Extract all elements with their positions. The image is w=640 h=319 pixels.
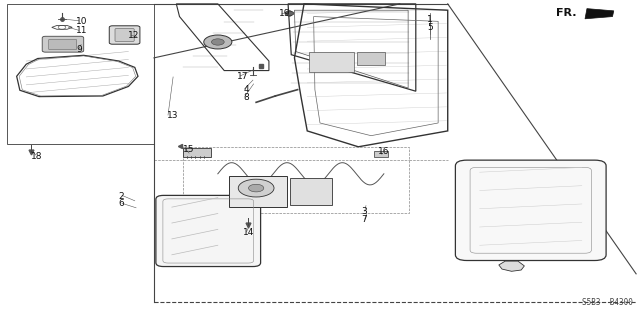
Text: FR.: FR. bbox=[556, 8, 577, 19]
Circle shape bbox=[238, 179, 274, 197]
Text: 12: 12 bbox=[129, 31, 140, 40]
FancyBboxPatch shape bbox=[115, 29, 134, 41]
FancyBboxPatch shape bbox=[156, 196, 260, 267]
Polygon shape bbox=[7, 4, 154, 144]
FancyBboxPatch shape bbox=[308, 52, 354, 71]
Text: 4: 4 bbox=[243, 85, 249, 94]
Text: 9: 9 bbox=[76, 45, 82, 55]
Text: 19: 19 bbox=[278, 9, 290, 18]
Circle shape bbox=[211, 39, 224, 45]
Text: 10: 10 bbox=[76, 17, 88, 26]
Text: 17: 17 bbox=[237, 72, 248, 81]
Text: S5B3- B4300: S5B3- B4300 bbox=[582, 298, 633, 307]
FancyBboxPatch shape bbox=[182, 148, 211, 157]
FancyBboxPatch shape bbox=[290, 178, 332, 205]
Text: 15: 15 bbox=[182, 145, 194, 154]
Text: 16: 16 bbox=[378, 147, 389, 156]
Text: 6: 6 bbox=[119, 199, 125, 208]
FancyBboxPatch shape bbox=[228, 176, 287, 206]
Text: 5: 5 bbox=[428, 23, 433, 32]
Text: 8: 8 bbox=[243, 93, 249, 102]
Text: 18: 18 bbox=[31, 152, 43, 161]
Text: 2: 2 bbox=[119, 191, 124, 201]
FancyBboxPatch shape bbox=[357, 51, 385, 65]
Circle shape bbox=[285, 11, 294, 16]
Polygon shape bbox=[499, 261, 524, 271]
Text: 14: 14 bbox=[243, 228, 255, 237]
Text: 11: 11 bbox=[76, 26, 88, 35]
Text: 7: 7 bbox=[362, 215, 367, 224]
Circle shape bbox=[204, 35, 232, 49]
Text: 1: 1 bbox=[428, 15, 433, 24]
FancyBboxPatch shape bbox=[42, 36, 84, 52]
Polygon shape bbox=[585, 9, 614, 19]
FancyBboxPatch shape bbox=[109, 26, 140, 44]
FancyBboxPatch shape bbox=[456, 160, 606, 261]
Circle shape bbox=[248, 184, 264, 192]
Text: 13: 13 bbox=[167, 111, 178, 120]
Text: 3: 3 bbox=[362, 207, 367, 216]
FancyBboxPatch shape bbox=[374, 151, 388, 157]
FancyBboxPatch shape bbox=[49, 40, 77, 50]
